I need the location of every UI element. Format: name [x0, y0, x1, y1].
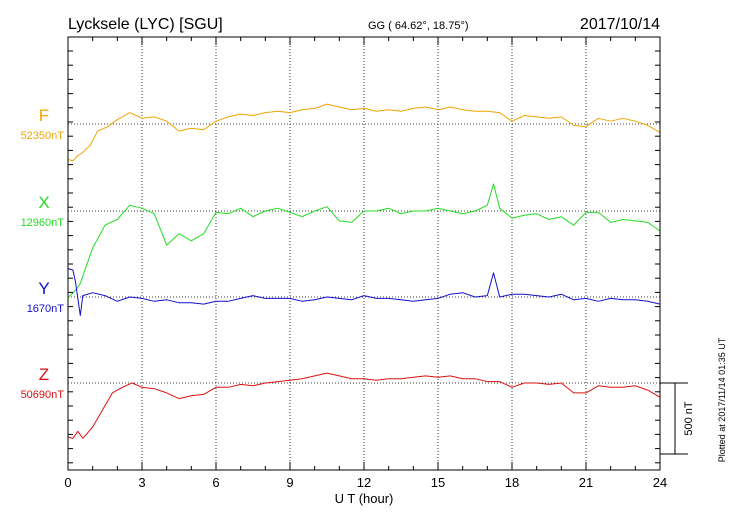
series-labels: F 52350nT X 12960nT Y 1670nT Z 50690nT: [21, 106, 65, 401]
x-tick-label: 21: [579, 475, 593, 490]
x-tick-label: 12: [357, 475, 371, 490]
x-tick-label: 15: [431, 475, 445, 490]
plotted-timestamp: Plotted at 2017/11/14 01:35 UT: [717, 337, 727, 462]
trace-x: [67, 183, 661, 298]
series-name-z: Z: [39, 365, 49, 384]
series-name-y: Y: [38, 279, 49, 298]
x-tick-label: 3: [138, 475, 145, 490]
station-title: Lycksele (LYC) [SGU]: [68, 16, 223, 33]
station-coordinates: GG ( 64.62°, 18.75°): [368, 20, 469, 32]
x-tick-labels: 0 3 6 9 12 15 18 21 24: [64, 475, 667, 490]
series-name-x: X: [38, 193, 49, 212]
x-tick-label: 18: [505, 475, 519, 490]
x-tick-label: 24: [653, 475, 667, 490]
x-tick-label: 0: [64, 475, 71, 490]
x-tick-label: 9: [286, 475, 293, 490]
scale-bar-label: 500 nT: [683, 401, 695, 436]
trace-f: [67, 103, 661, 162]
trace-y: [67, 268, 661, 316]
trace-z: [67, 372, 661, 439]
series-baseline-y: 1670nT: [27, 303, 65, 315]
grid-lines: [68, 37, 660, 470]
series-baseline-x: 12960nT: [21, 217, 65, 229]
x-tick-label: 6: [212, 475, 219, 490]
series-baseline-f: 52350nT: [21, 130, 65, 142]
series-baseline-z: 50690nT: [21, 389, 65, 401]
plot-date: 2017/10/14: [580, 16, 660, 33]
series-traces: [67, 103, 661, 439]
axis-ticks: [67, 37, 661, 470]
scale-bar: 500 nT: [660, 382, 695, 455]
x-axis-label: U T (hour): [335, 491, 394, 506]
series-name-f: F: [39, 106, 49, 125]
